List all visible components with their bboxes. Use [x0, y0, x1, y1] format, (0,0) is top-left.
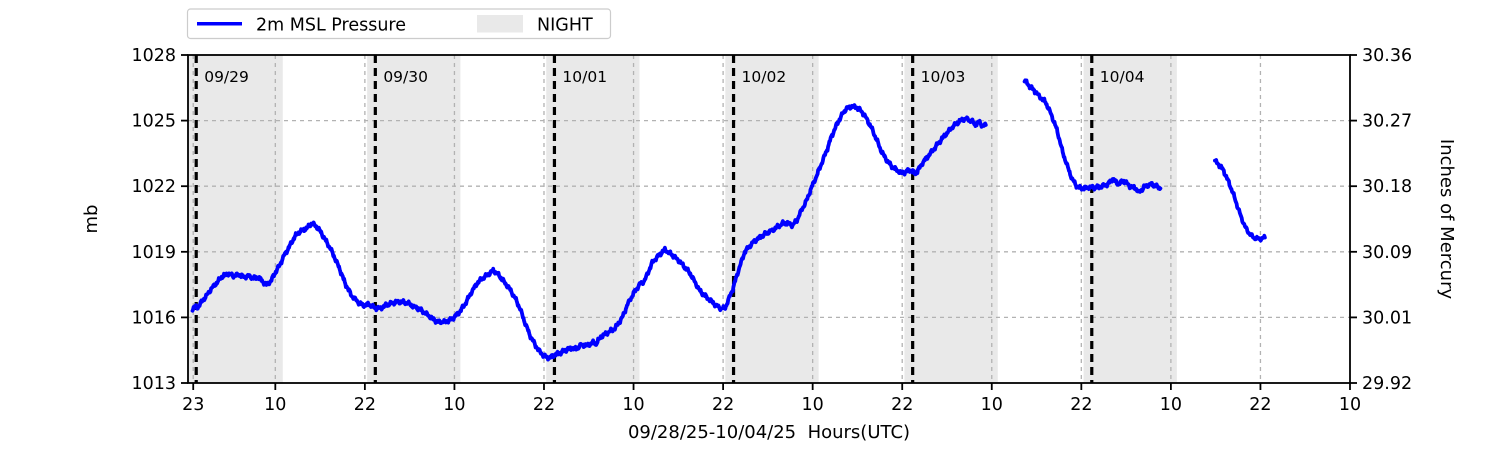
x-tick-label: 23 — [182, 395, 204, 415]
plot-border — [187, 54, 1351, 384]
y-tick-label-right: 30.18 — [1362, 177, 1412, 197]
night-band — [725, 55, 819, 383]
date-label: 09/30 — [383, 68, 428, 86]
x-tick-label: 10 — [443, 395, 465, 415]
x-tick-label: 22 — [712, 395, 734, 415]
date-label: 10/03 — [921, 68, 966, 86]
y-tick-label-left: 1028 — [131, 46, 176, 66]
x-tick-label: 10 — [802, 395, 824, 415]
x-tick-label: 22 — [1070, 395, 1092, 415]
y-tick-label-left: 1016 — [131, 308, 176, 328]
pressure-line-segment — [1213, 158, 1267, 243]
y-tick-label-left: 1025 — [131, 112, 176, 132]
x-tick-label: 22 — [354, 395, 376, 415]
legend-label-night: NIGHT — [537, 16, 593, 36]
x-tick-label: 10 — [1339, 395, 1361, 415]
y-tick-label-left: 1022 — [131, 177, 176, 197]
x-tick-label: 22 — [533, 395, 555, 415]
x-tick-label: 22 — [1249, 395, 1271, 415]
night-band — [904, 55, 998, 383]
y-tick-label-right: 30.01 — [1362, 308, 1412, 328]
x-tick-label: 10 — [1160, 395, 1182, 415]
y-axis-label-right: Inches of Mercury — [1436, 139, 1457, 300]
date-label: 09/29 — [204, 68, 249, 86]
night-band — [367, 55, 461, 383]
y-tick-label-left: 1019 — [131, 243, 176, 263]
date-label: 10/02 — [742, 68, 787, 86]
x-axis-label: 09/28/25-10/04/25 Hours(UTC) — [628, 422, 910, 443]
x-tick-label: 10 — [264, 395, 286, 415]
y-tick-label-right: 29.92 — [1362, 374, 1412, 394]
legend-label-pressure: 2m MSL Pressure — [256, 16, 406, 36]
x-tick-label: 10 — [981, 395, 1003, 415]
y-axis-label-left: mb — [81, 205, 102, 234]
y-tick-label-right: 30.27 — [1362, 112, 1412, 132]
night-band — [1083, 55, 1177, 383]
date-label: 10/01 — [562, 68, 607, 86]
date-label: 10/04 — [1100, 68, 1145, 86]
x-tick-label: 22 — [891, 395, 913, 415]
y-tick-label-left: 1013 — [131, 374, 176, 394]
pressure-line-segment — [1022, 78, 1163, 194]
night-band — [546, 55, 640, 383]
legend-night-patch — [477, 15, 523, 33]
night-band — [188, 55, 283, 383]
pressure-line-segment — [190, 103, 988, 362]
y-tick-label-right: 30.09 — [1362, 243, 1412, 263]
x-tick-label: 10 — [622, 395, 644, 415]
y-tick-label-right: 30.36 — [1362, 46, 1412, 66]
